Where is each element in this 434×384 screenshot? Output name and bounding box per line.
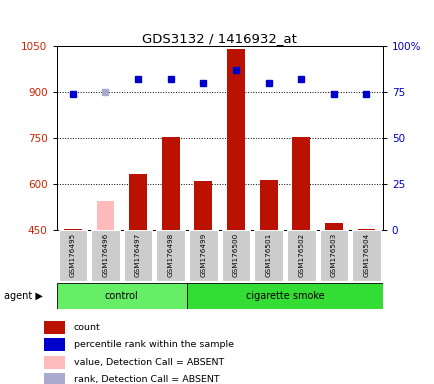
Bar <box>124 230 152 281</box>
Title: GDS3132 / 1416932_at: GDS3132 / 1416932_at <box>142 32 296 45</box>
Text: GSM176495: GSM176495 <box>70 233 76 277</box>
Text: rank, Detection Call = ABSENT: rank, Detection Call = ABSENT <box>74 375 219 384</box>
Bar <box>43 356 65 369</box>
Bar <box>286 230 315 281</box>
Text: GSM176503: GSM176503 <box>330 233 336 277</box>
Bar <box>194 181 212 230</box>
Text: GSM176502: GSM176502 <box>298 233 303 277</box>
Text: GSM176499: GSM176499 <box>200 233 206 277</box>
Bar <box>227 49 244 230</box>
Bar <box>64 229 82 230</box>
Bar <box>96 201 114 230</box>
Text: control: control <box>105 291 138 301</box>
Bar <box>352 230 380 281</box>
Text: agent ▶: agent ▶ <box>4 291 43 301</box>
Bar <box>59 230 87 281</box>
Text: count: count <box>74 323 100 332</box>
Bar <box>129 174 147 230</box>
Bar <box>292 137 309 230</box>
Text: GSM176501: GSM176501 <box>265 233 271 277</box>
Bar <box>91 230 120 281</box>
Text: GSM176496: GSM176496 <box>102 233 108 277</box>
Bar <box>221 230 250 281</box>
Bar <box>43 338 65 351</box>
Bar <box>253 230 282 281</box>
Bar <box>357 229 375 230</box>
Bar <box>319 230 347 281</box>
Bar <box>161 137 179 230</box>
Bar <box>56 283 187 309</box>
Text: GSM176500: GSM176500 <box>233 233 238 277</box>
Bar <box>324 223 342 230</box>
Bar <box>156 230 185 281</box>
Bar <box>187 283 382 309</box>
Text: value, Detection Call = ABSENT: value, Detection Call = ABSENT <box>74 358 224 367</box>
Text: GSM176498: GSM176498 <box>168 233 173 277</box>
Bar <box>43 321 65 334</box>
Text: cigarette smoke: cigarette smoke <box>245 291 323 301</box>
Text: GSM176497: GSM176497 <box>135 233 141 277</box>
Bar <box>43 373 65 384</box>
Text: percentile rank within the sample: percentile rank within the sample <box>74 340 233 349</box>
Bar <box>189 230 217 281</box>
Bar <box>259 180 277 230</box>
Text: GSM176504: GSM176504 <box>363 233 368 277</box>
